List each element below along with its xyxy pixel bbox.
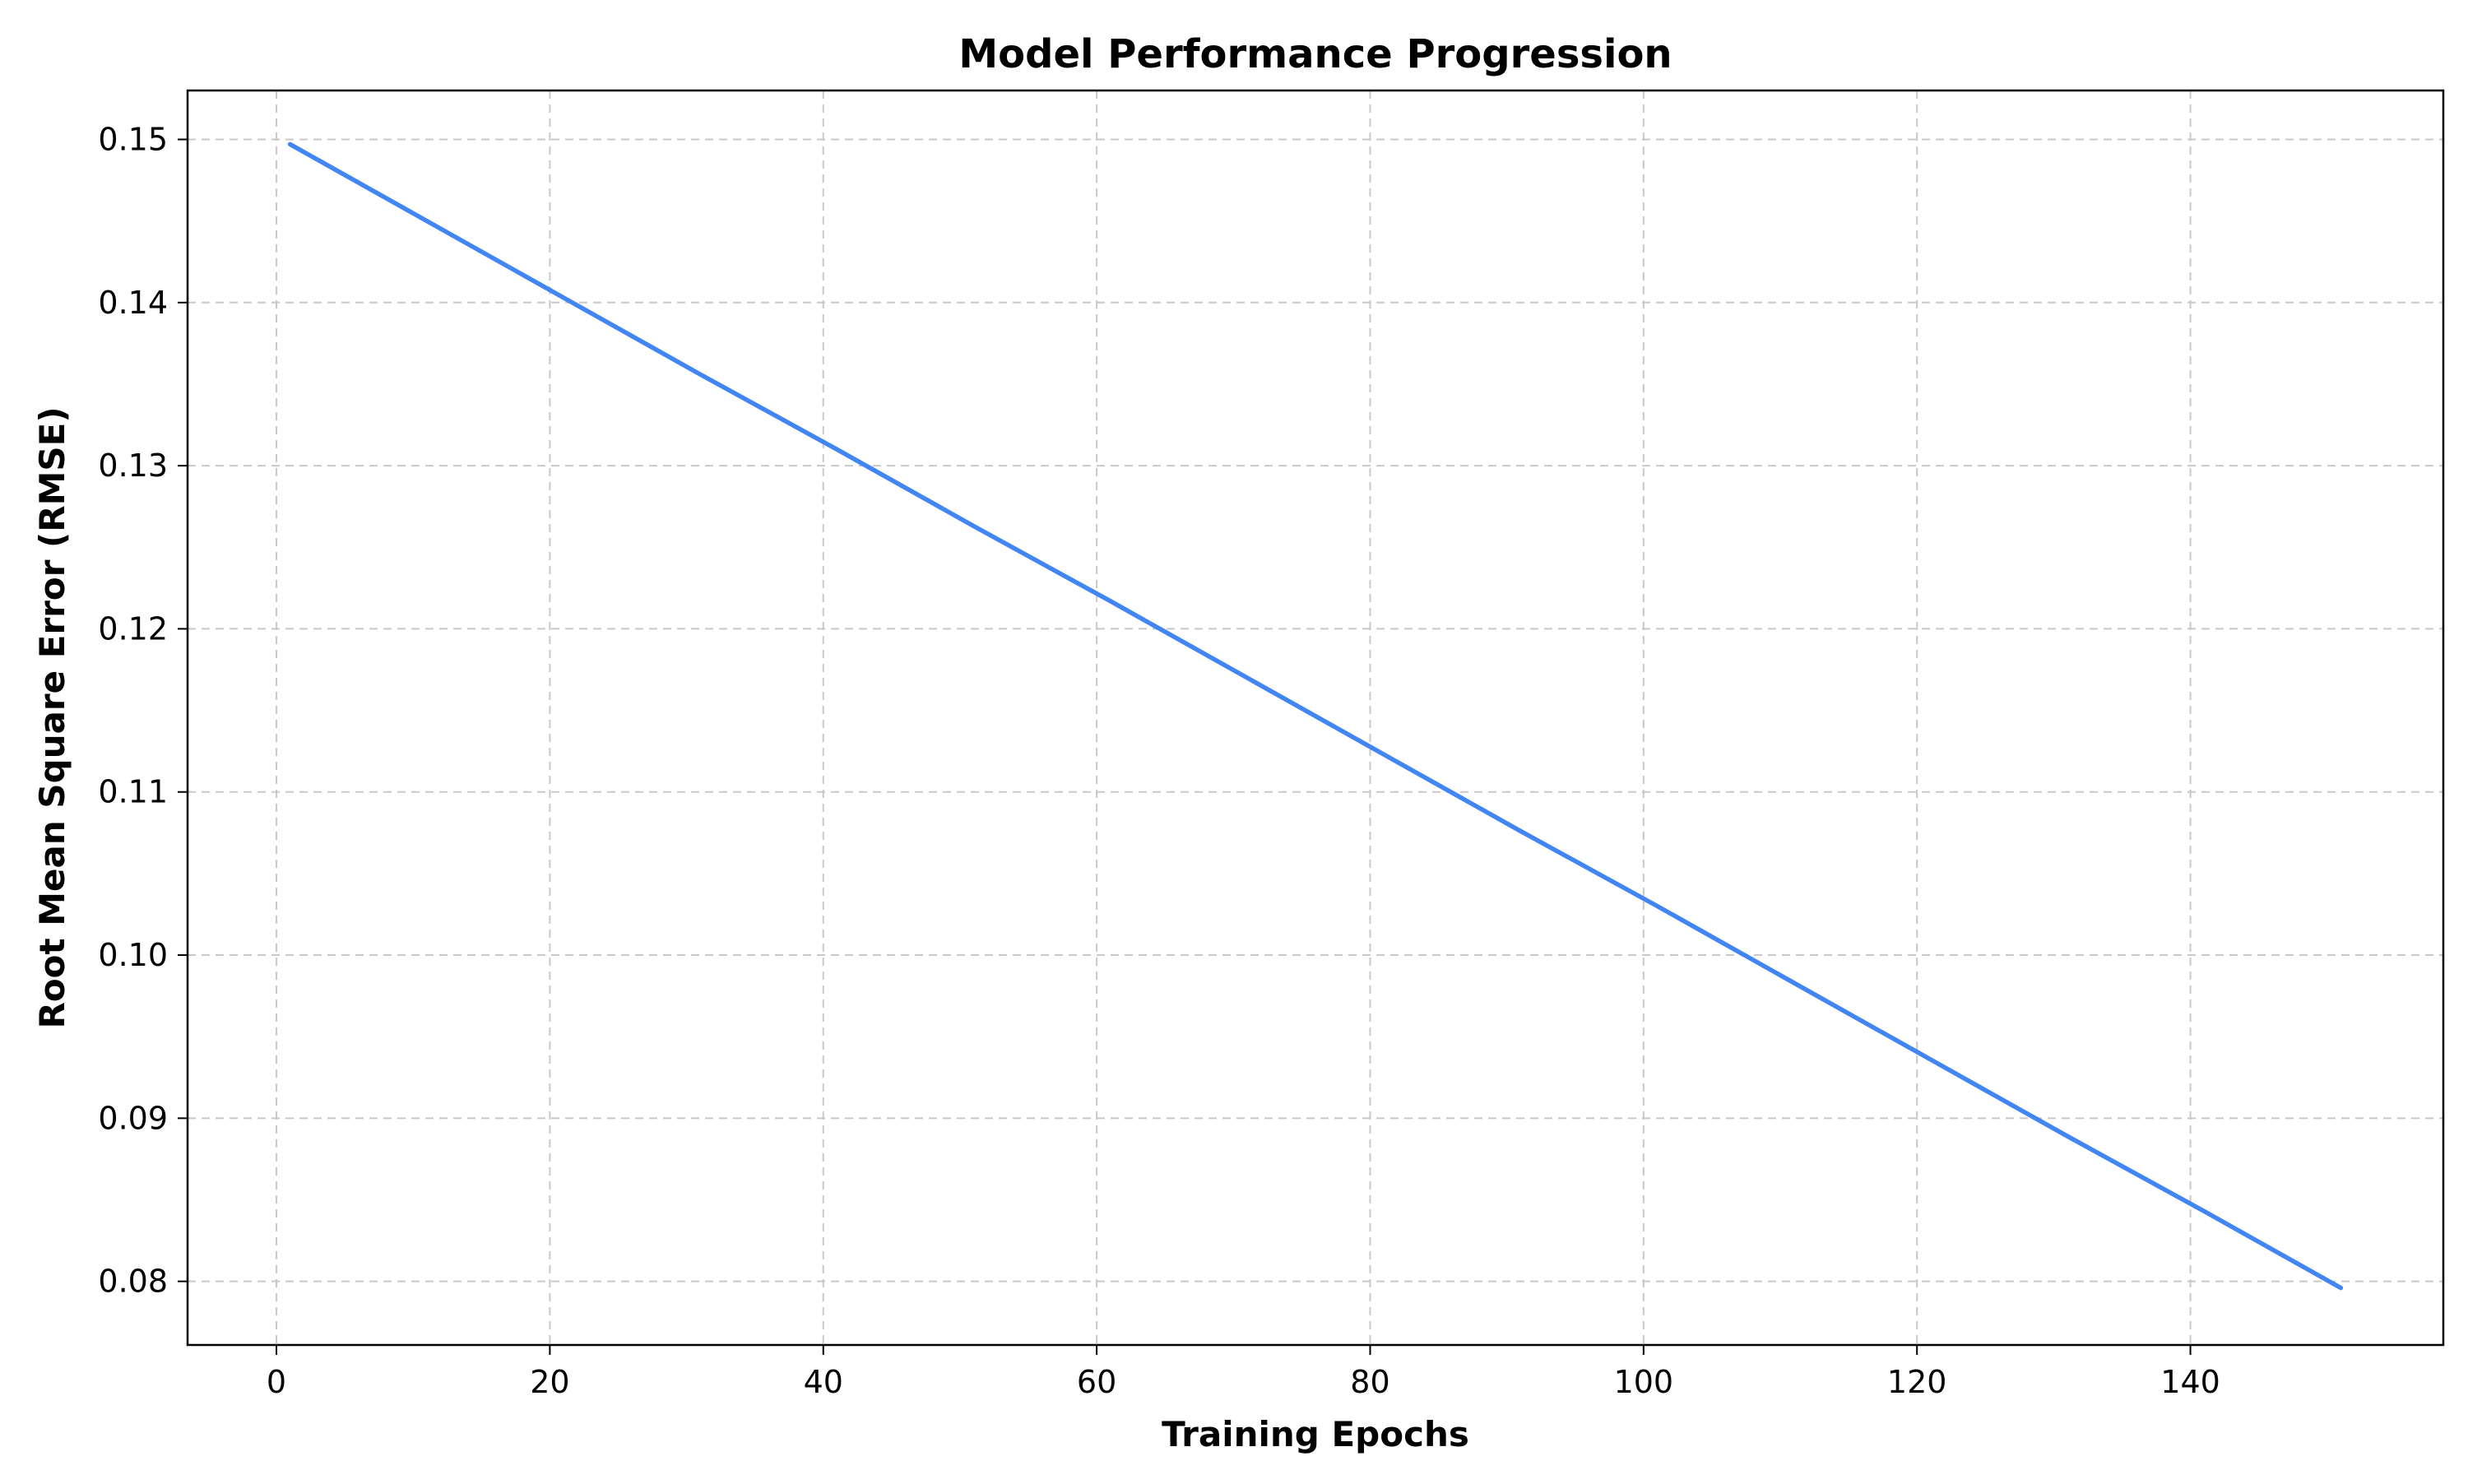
- x-tick-label: 140: [2160, 1364, 2220, 1400]
- x-tick-label: 80: [1350, 1364, 1389, 1400]
- x-tick-label: 120: [1887, 1364, 1947, 1400]
- x-tick-label: 100: [1614, 1364, 1674, 1400]
- y-tick-label: 0.15: [98, 121, 168, 157]
- rmse-series-line: [287, 141, 2344, 1291]
- y-axis-title: Root Mean Square Error (RMSE): [32, 406, 72, 1028]
- y-tick-label: 0.12: [98, 610, 168, 647]
- x-tick-label: 0: [267, 1364, 286, 1400]
- x-tick-label: 20: [530, 1364, 569, 1400]
- y-tick-label: 0.10: [98, 937, 168, 973]
- y-tick-label: 0.11: [98, 774, 168, 810]
- grid: [188, 90, 2443, 1345]
- series-layer: [287, 141, 2344, 1291]
- x-tick-label: 60: [1077, 1364, 1116, 1400]
- y-tick-label: 0.13: [98, 448, 168, 484]
- y-tick-label: 0.14: [98, 285, 168, 321]
- plot-frame: [186, 89, 2445, 1347]
- y-tick-label: 0.08: [98, 1264, 168, 1300]
- chart-title: Model Performance Progression: [958, 31, 1672, 77]
- y-tick-label: 0.09: [98, 1100, 168, 1136]
- axis-ticks: 0 20 40 60 80 100 120 140 0.08 0.09 0.10 0.11 0.12 0.…: [98, 121, 2220, 1400]
- x-axis-title: Training Epochs: [1162, 1414, 1469, 1454]
- x-tick-label: 40: [804, 1364, 843, 1400]
